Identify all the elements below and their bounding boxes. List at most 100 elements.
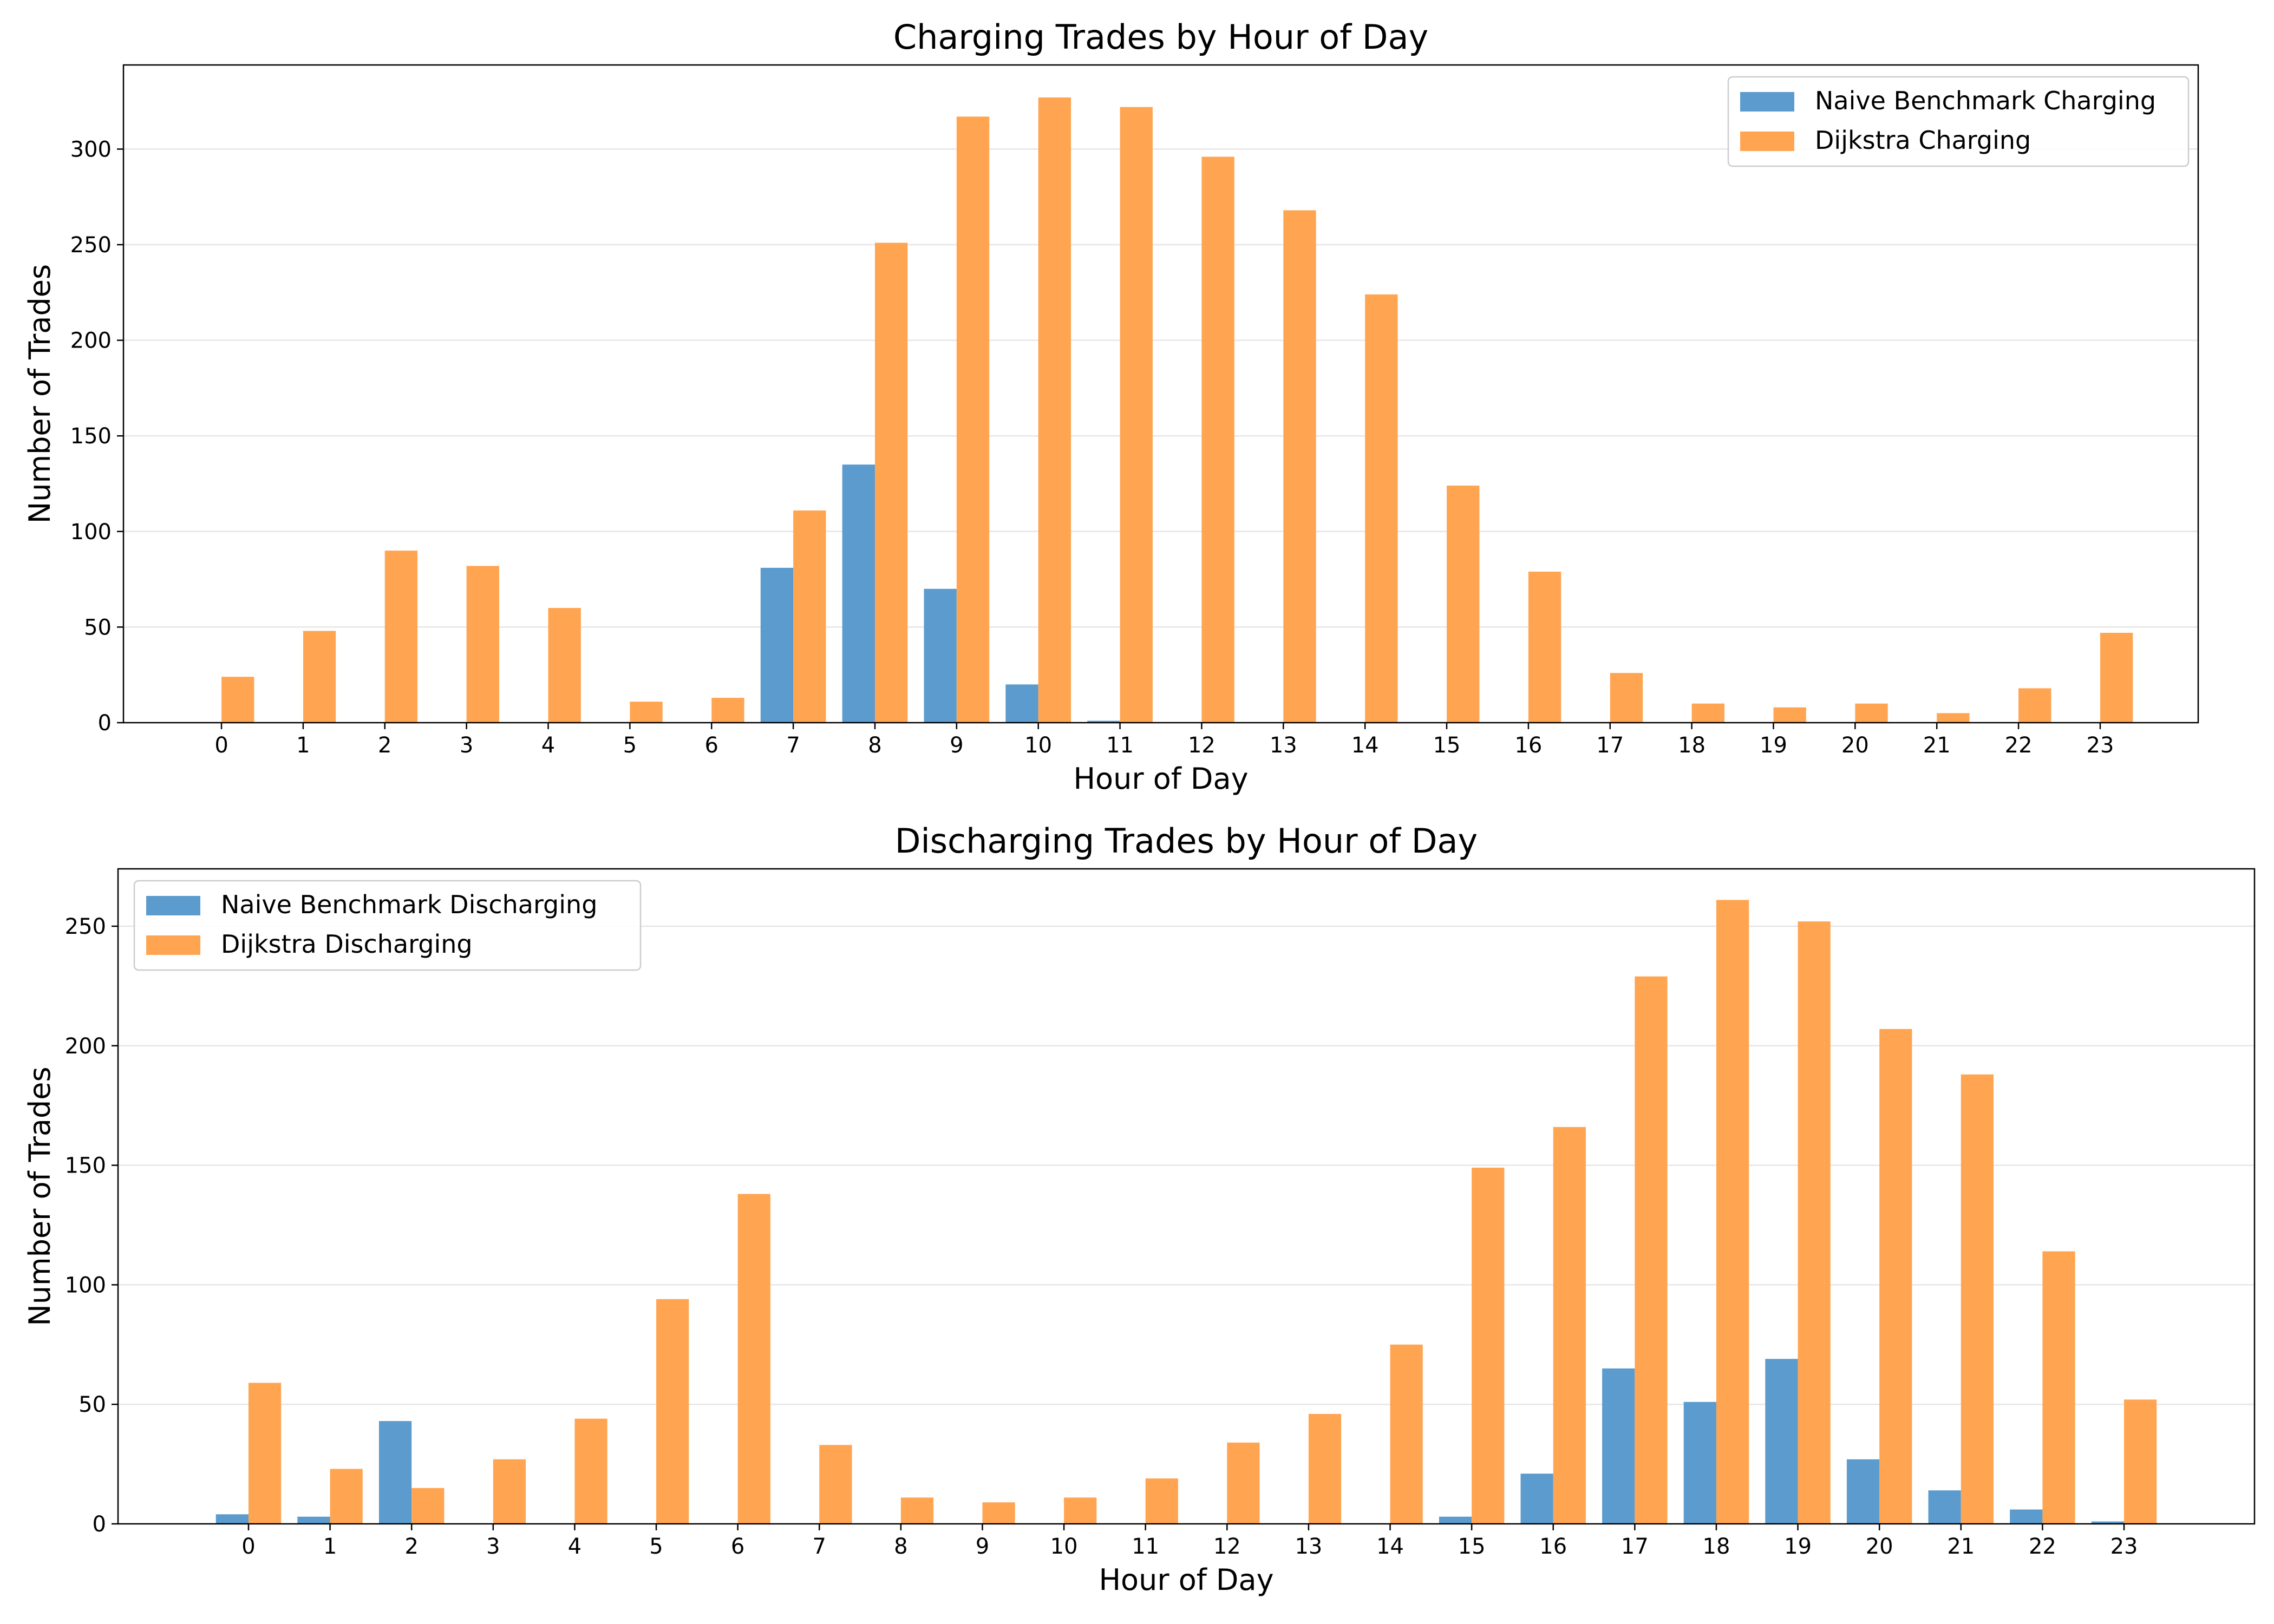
x-tick-label: 23 (2087, 733, 2114, 758)
x-tick-label: 16 (1539, 1534, 1567, 1559)
y-tick-label: 250 (70, 233, 112, 258)
legend: Naive Benchmark Charging Dijkstra Chargin… (1727, 76, 2190, 167)
y-tick-label: 50 (84, 615, 112, 640)
x-tick-label: 12 (1188, 733, 1216, 758)
bar-dijkstra-hour-16 (1528, 571, 1561, 723)
bar-dijkstra-hour-17 (1610, 673, 1643, 723)
y-tick-label: 300 (70, 137, 112, 162)
x-tick-label: 20 (1841, 733, 1869, 758)
x-tick-label: 10 (1050, 1534, 1078, 1559)
bar-dijkstra-hour-12 (1227, 1442, 1260, 1524)
legend-box (133, 880, 642, 971)
x-tick-label: 12 (1213, 1534, 1241, 1559)
x-tick-label: 19 (1784, 1534, 1812, 1559)
x-tick-label: 1 (323, 1534, 337, 1559)
bar-naive-hour-19 (1765, 1359, 1798, 1524)
y-tick-label: 250 (65, 914, 106, 939)
y-tick-label: 100 (65, 1273, 106, 1298)
bar-naive-hour-17 (1602, 1368, 1635, 1524)
x-tick-label: 17 (1621, 1534, 1649, 1559)
chart-panel-2: 0 1 2 3 4 5 6 7 8 9 10 11 12 13 14 15 16 17 18 19 20 21 22 2305… (23, 821, 2256, 1597)
x-tick-label: 3 (486, 1534, 500, 1559)
y-tick-label: 0 (98, 711, 112, 736)
bar-naive-hour-8 (842, 464, 875, 723)
x-axis-label: Hour of Day (1073, 762, 1248, 796)
x-tick-label: 8 (894, 1534, 907, 1559)
legend-box (1727, 76, 2190, 167)
bar-dijkstra-hour-7 (793, 510, 826, 723)
x-tick-label: 4 (568, 1534, 581, 1559)
y-tick-label: 100 (70, 520, 112, 545)
y-axis-label: Number of Trades (23, 264, 57, 523)
bar-dijkstra-hour-9 (956, 116, 990, 723)
bar-dijkstra-hour-23 (2100, 632, 2133, 723)
bar-dijkstra-hour-2 (384, 551, 418, 723)
x-tick-label: 11 (1106, 733, 1134, 758)
bar-naive-hour-9 (924, 588, 957, 723)
bar-dijkstra-hour-12 (1201, 156, 1234, 723)
legend-swatch (1740, 132, 1794, 151)
bar-naive-hour-11 (1087, 721, 1120, 723)
bar-dijkstra-hour-10 (1064, 1497, 1097, 1524)
bar-naive-hour-15 (1439, 1516, 1472, 1524)
x-tick-label: 4 (541, 733, 555, 758)
plot-frame (117, 868, 2256, 1525)
bar-dijkstra-hour-4 (548, 608, 581, 723)
bar-dijkstra-hour-11 (1120, 107, 1153, 723)
x-tick-label: 17 (1596, 733, 1624, 758)
x-tick-label: 8 (868, 733, 881, 758)
bar-dijkstra-hour-21 (1937, 713, 1970, 723)
legend-label: Naive Benchmark Discharging (221, 890, 597, 919)
bar-dijkstra-hour-19 (1773, 707, 1806, 723)
x-tick-label: 2 (404, 1534, 418, 1559)
bar-dijkstra-hour-11 (1145, 1478, 1178, 1524)
chart-panel-1: 0 1 2 3 4 5 6 7 8 9 10 11 12 13 14 15 16 17 18 19 20 21 22 2305… (23, 17, 2199, 796)
bar-dijkstra-hour-6 (711, 698, 744, 723)
bar-dijkstra-hour-0 (248, 1383, 282, 1524)
y-axis-label: Number of Trades (23, 1066, 57, 1326)
x-tick-label: 5 (649, 1534, 663, 1559)
bar-naive-hour-21 (1928, 1490, 1961, 1524)
bar-dijkstra-hour-7 (819, 1445, 852, 1524)
x-tick-label: 2 (378, 733, 391, 758)
bar-naive-hour-22 (2010, 1509, 2043, 1524)
bar-naive-hour-10 (1005, 684, 1038, 723)
x-tick-label: 21 (1947, 1534, 1975, 1559)
x-tick-label: 16 (1514, 733, 1542, 758)
bar-dijkstra-hour-10 (1038, 97, 1071, 723)
bar-dijkstra-hour-8 (874, 243, 908, 723)
legend-label: Dijkstra Discharging (221, 929, 473, 959)
legend-swatch (146, 896, 200, 915)
bar-dijkstra-hour-5 (656, 1299, 689, 1524)
bar-naive-hour-23 (2091, 1521, 2125, 1524)
bar-dijkstra-hour-17 (1635, 976, 1668, 1524)
bar-naive-hour-2 (378, 1421, 412, 1524)
x-tick-label: 1 (296, 733, 310, 758)
x-tick-label: 22 (2029, 1534, 2056, 1559)
bar-dijkstra-hour-23 (2124, 1399, 2157, 1524)
x-tick-label: 10 (1024, 733, 1052, 758)
legend: Naive Benchmark Discharging Dijkstra Disc… (133, 880, 642, 971)
y-tick-label: 150 (70, 424, 112, 449)
x-tick-label: 6 (705, 733, 718, 758)
y-tick-label: 150 (65, 1154, 106, 1178)
bar-dijkstra-hour-13 (1283, 210, 1316, 723)
x-tick-label: 18 (1678, 733, 1706, 758)
bar-dijkstra-hour-20 (1879, 1029, 1912, 1524)
x-tick-label: 5 (623, 733, 637, 758)
x-tick-label: 7 (813, 1534, 826, 1559)
bar-dijkstra-hour-8 (900, 1497, 934, 1524)
x-axis-label: Hour of Day (1099, 1563, 1273, 1597)
bar-dijkstra-hour-5 (630, 702, 663, 723)
x-tick-label: 23 (2110, 1534, 2138, 1559)
x-tick-label: 22 (2005, 733, 2033, 758)
x-tick-label: 15 (1433, 733, 1461, 758)
bar-naive-hour-0 (215, 1514, 249, 1524)
x-tick-label: 0 (241, 1534, 255, 1559)
x-tick-label: 20 (1866, 1534, 1893, 1559)
bar-dijkstra-hour-16 (1553, 1127, 1586, 1524)
bar-dijkstra-hour-15 (1447, 486, 1480, 723)
bar-naive-hour-18 (1683, 1402, 1716, 1524)
bar-dijkstra-hour-14 (1390, 1344, 1423, 1524)
